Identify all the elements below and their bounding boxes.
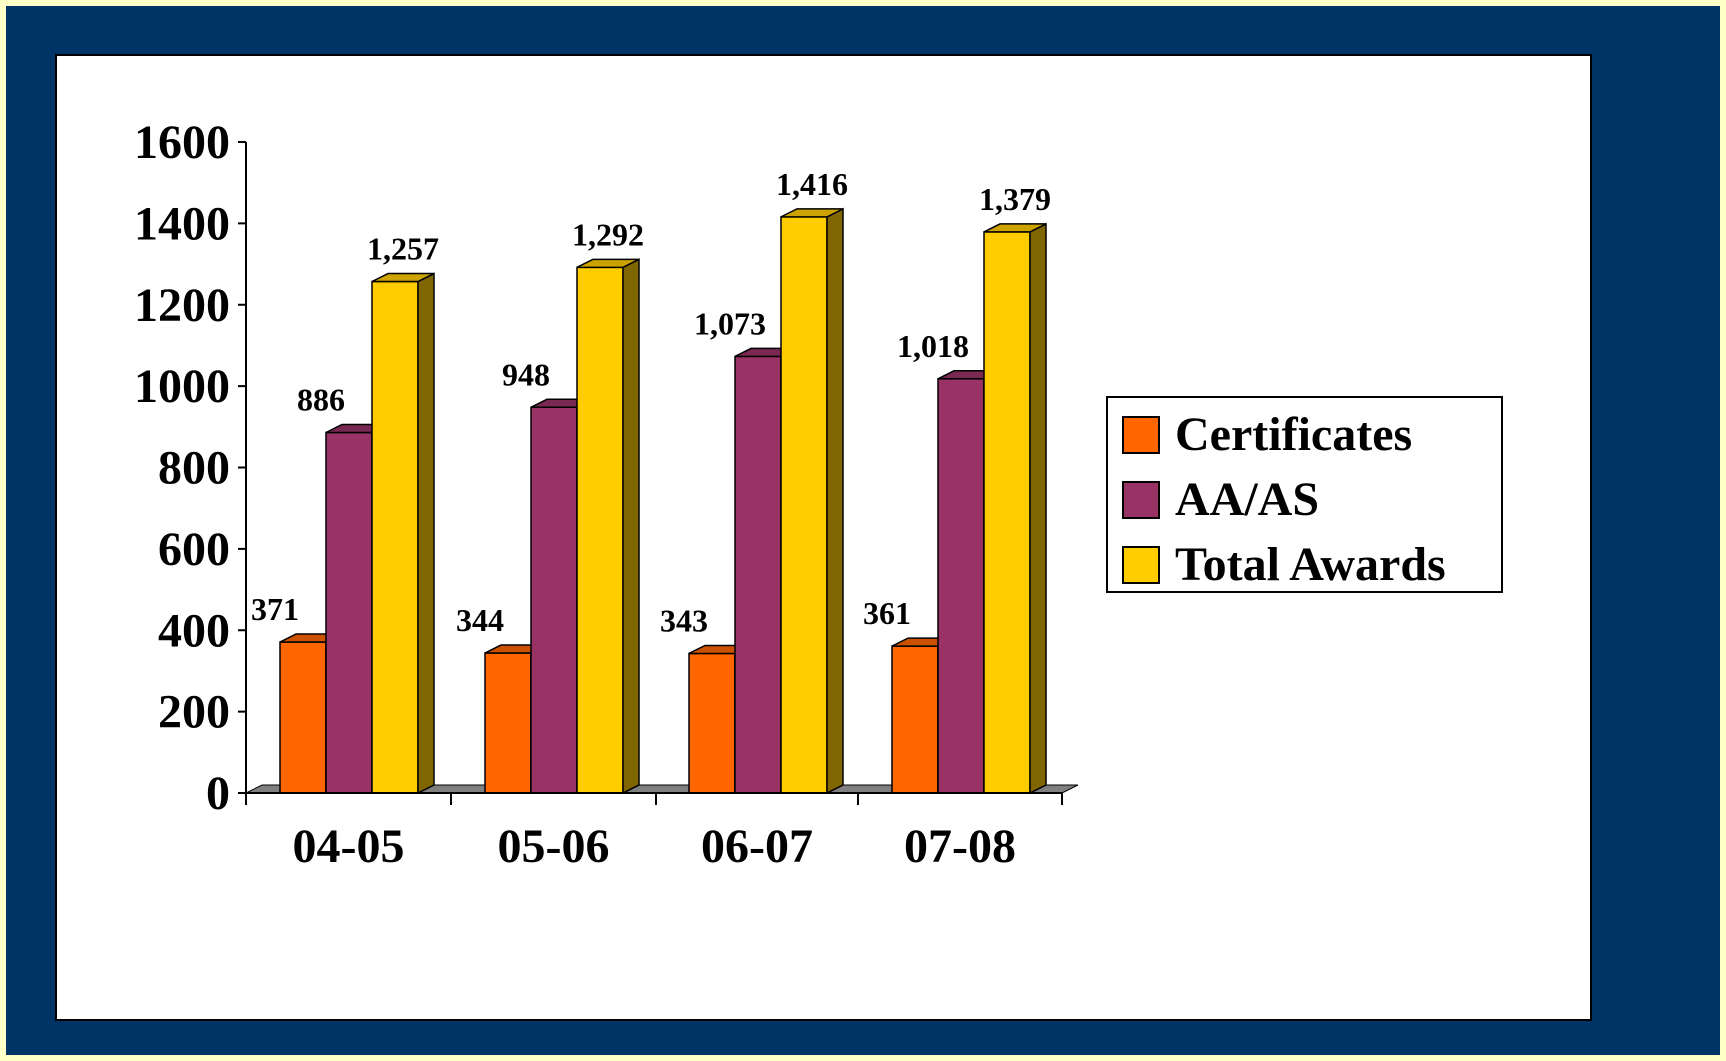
bar-front: [891, 645, 939, 794]
legend-swatch: [1122, 481, 1160, 519]
legend-label: AA/AS: [1175, 473, 1319, 526]
bar-front: [937, 378, 985, 794]
bar-top: [983, 223, 1047, 233]
bar-side: [622, 258, 640, 795]
x-tick-label: 07-08: [904, 820, 1016, 873]
bar: [576, 258, 640, 795]
x-tick-label: 05-06: [498, 820, 610, 873]
y-tick-label: 400: [158, 604, 230, 657]
legend-swatch: [1122, 416, 1160, 454]
y-tick-label: 600: [158, 523, 230, 576]
bar-side: [826, 207, 844, 795]
bar-front: [780, 216, 828, 794]
bar: [780, 207, 844, 795]
data-label: 343: [660, 602, 708, 638]
data-label: 1,416: [776, 166, 848, 202]
data-label: 371: [251, 591, 299, 627]
legend: Certificates AA/AS Total Awards: [1106, 396, 1503, 593]
slide-frame: 0 200 400 600 800 1000 1200 1400 1600 04-05 05-06 0…: [6, 6, 1720, 1055]
legend-label: Total Awards: [1175, 538, 1446, 591]
x-tick-label: 04-05: [293, 820, 405, 873]
bar-front: [576, 266, 624, 794]
bar: [983, 222, 1047, 795]
data-label: 344: [456, 602, 504, 638]
bar-front: [325, 431, 373, 794]
y-tick-label: 1000: [134, 360, 230, 413]
chart-panel: 0 200 400 600 800 1000 1200 1400 1600 04-05 05-06 0…: [55, 54, 1592, 1021]
y-tick-label: 1600: [134, 116, 230, 169]
bar-top: [371, 272, 435, 283]
data-label: 1,379: [979, 181, 1051, 217]
bar-top: [780, 208, 844, 218]
data-labels: 371 344 343 361 886 948 1,073 1,018 1,257 1,292 1,…: [251, 166, 1051, 639]
bar-side: [417, 272, 435, 795]
bar-side: [1029, 222, 1047, 795]
bar-front: [983, 231, 1031, 794]
bar-front: [484, 652, 532, 794]
bar-front: [530, 406, 578, 794]
legend-label: Certificates: [1175, 408, 1412, 461]
data-label: 1,018: [897, 328, 969, 364]
bar: [371, 272, 435, 795]
y-tick-label: 200: [158, 686, 230, 739]
bar-front: [688, 652, 736, 794]
data-label: 1,257: [367, 231, 439, 267]
data-label: 361: [863, 595, 911, 631]
bar-top: [576, 258, 640, 269]
x-tick-label: 06-07: [701, 820, 813, 873]
axes: 0 200 400 600 800 1000 1200 1400 1600 04-05 05-06 0…: [134, 116, 1063, 873]
bar-chart: 0 200 400 600 800 1000 1200 1400 1600 04-05 05-06 0…: [134, 116, 1503, 873]
data-label: 948: [502, 356, 550, 392]
data-label: 1,292: [572, 216, 644, 252]
bar-front: [734, 355, 782, 794]
bar-front: [371, 280, 419, 794]
legend-swatch: [1122, 546, 1160, 584]
y-tick-label: 1400: [134, 197, 230, 250]
bars: [279, 207, 1047, 795]
data-label: 886: [297, 382, 345, 418]
legend-box: [1106, 396, 1503, 593]
bar-front: [279, 641, 327, 794]
y-tick-label: 0: [206, 767, 230, 820]
y-tick-label: 800: [158, 442, 230, 495]
y-tick-label: 1200: [134, 279, 230, 332]
data-label: 1,073: [694, 305, 766, 341]
